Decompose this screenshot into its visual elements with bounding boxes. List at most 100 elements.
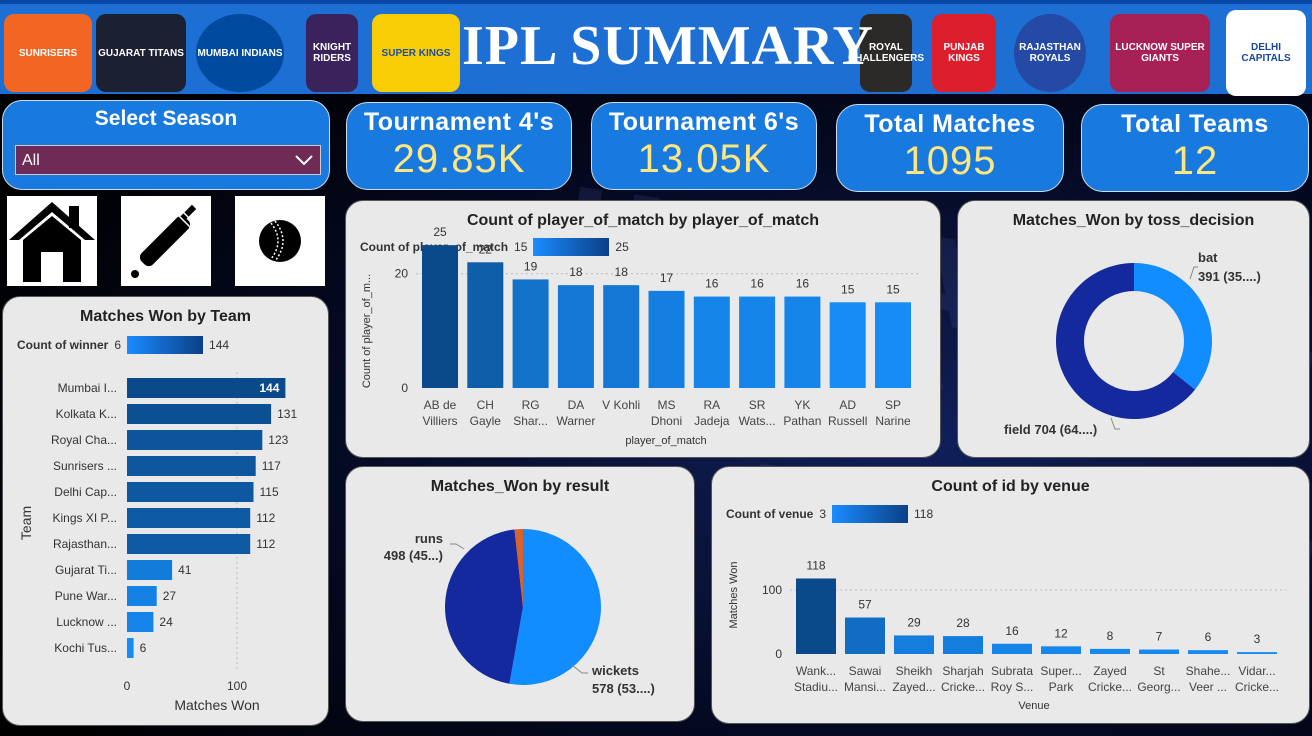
kpi-label: Tournament 6's [608, 108, 800, 136]
bar [127, 378, 286, 398]
category-label: Mansi... [844, 680, 886, 694]
category-label: Gujarat Ti... [55, 563, 117, 577]
category-label: Zayed [1093, 664, 1126, 678]
category-label: Cricke... [941, 680, 985, 694]
category-label: V Kohli [602, 398, 640, 412]
season-dropdown[interactable]: All [15, 145, 321, 175]
kpi-value: 13.05K [637, 137, 771, 181]
bar [127, 482, 254, 502]
logo-text: Lucknow Super Giants [1115, 42, 1205, 64]
bar [467, 262, 504, 388]
kpi-fours: Tournament 4's 29.85K [346, 102, 572, 190]
pie-slice [509, 529, 602, 685]
category-label: Royal Cha... [51, 433, 117, 447]
data-label: 15 [886, 282, 900, 296]
bar [127, 612, 154, 632]
legend-max: 25 [615, 240, 629, 254]
data-label: 24 [159, 615, 173, 629]
legend-min: 3 [819, 507, 827, 521]
gujarat-titans-logo: Gujarat Titans [96, 14, 186, 92]
bar [512, 279, 549, 388]
batting-button[interactable] [121, 196, 211, 286]
result-chart-card: Matches_Won by result runs 498 (45...) wic… [345, 466, 695, 722]
bar [1237, 652, 1277, 654]
category-label: Mumbai I... [58, 381, 117, 395]
category-label: MS [658, 398, 676, 412]
category-label: SR [749, 398, 766, 412]
home-button[interactable] [7, 196, 97, 286]
bar [739, 296, 776, 388]
category-label: Villiers [422, 414, 457, 428]
kpi-sixes: Tournament 6's 13.05K [591, 102, 817, 190]
y-axis-label: Matches Won [728, 561, 740, 628]
slice-value-label: 391 (35....) [1198, 269, 1261, 284]
bar [648, 290, 685, 388]
slice-label: field 704 (64....) [1004, 422, 1097, 437]
category-label: Rajasthan... [53, 537, 117, 551]
category-label: Veer ... [1189, 680, 1227, 694]
data-label: 57 [858, 598, 872, 612]
chart-title: Count of player_of_match by player_of_ma… [466, 212, 820, 229]
kpi-total-teams: Total Teams 12 [1081, 104, 1309, 192]
pom-chart-card: Count of player_of_match by player_of_ma… [345, 200, 941, 458]
data-label: 123 [268, 433, 288, 447]
data-label: 16 [796, 277, 810, 291]
pie-slice [445, 529, 523, 684]
chart-title: Matches_Won by toss_decision [1012, 212, 1255, 229]
logo-text: Punjab Kings [943, 42, 985, 64]
bar [1090, 648, 1130, 654]
chart-title: Matches Won by Team [80, 308, 251, 325]
category-label: Vidar... [1238, 664, 1275, 678]
lucknow-super-giants-logo: Lucknow Super Giants [1110, 14, 1210, 92]
category-label: Sharjah [942, 664, 983, 678]
toss-donut-chart: bat 391 (35....) field 704 (64....) [1004, 250, 1261, 437]
data-label: 7 [1156, 630, 1163, 644]
tick-label: 0 [775, 647, 782, 661]
data-label: 29 [907, 615, 921, 629]
bar [796, 578, 836, 654]
tick-label: 100 [227, 679, 247, 693]
kpi-total-matches: Total Matches 1095 [836, 104, 1064, 192]
category-label: Shar... [513, 414, 548, 428]
legend-gradient [832, 505, 909, 523]
category-label: Sunrisers ... [53, 459, 117, 473]
bar [603, 285, 640, 388]
category-label: Cricke... [1235, 680, 1279, 694]
season-dropdown-value: All [22, 152, 40, 169]
leader-line [571, 664, 588, 674]
slice-value-label: 498 (45...) [384, 548, 443, 563]
slice-label: wickets [591, 663, 639, 678]
pie-slice [514, 529, 523, 607]
bowling-button[interactable] [235, 196, 325, 286]
data-label: 12 [1054, 626, 1068, 640]
category-label: Kolkata K... [56, 407, 117, 421]
category-label: Delhi Cap... [54, 485, 117, 499]
category-label: Park [1049, 680, 1075, 694]
bar [127, 638, 134, 658]
data-label: 18 [615, 265, 629, 279]
category-label: AD [839, 398, 856, 412]
category-label: Narine [875, 414, 911, 428]
cricket-ball-icon [259, 220, 301, 262]
data-label: 112 [256, 511, 275, 525]
rajasthan-royals-logo: Rajasthan Royals [1014, 14, 1086, 92]
data-label: 41 [178, 563, 192, 577]
kpi-label: Total Teams [1121, 110, 1269, 138]
category-label: DA [568, 398, 585, 412]
x-axis-label: player_of_match [625, 435, 706, 447]
legend-label: Count of winner [17, 338, 109, 352]
category-label: Cricke... [1088, 680, 1132, 694]
category-label: Zayed... [892, 680, 935, 694]
bar [127, 404, 272, 424]
category-label: Pune War... [55, 589, 117, 603]
venue-bar-chart: 0 100 118 Wank... Stadiu... 57 Sawai Mansi... 29… [728, 558, 1286, 712]
data-label: 8 [1107, 629, 1114, 643]
data-label: 27 [163, 589, 177, 603]
home-icon [9, 202, 95, 282]
leader-line [1189, 266, 1198, 280]
y-axis-label: Count of player_of_m... [361, 274, 373, 388]
category-label: Shahe... [1186, 664, 1231, 678]
category-label: Warner [556, 414, 595, 428]
bar [1139, 649, 1179, 654]
tick-label: 100 [762, 583, 782, 597]
